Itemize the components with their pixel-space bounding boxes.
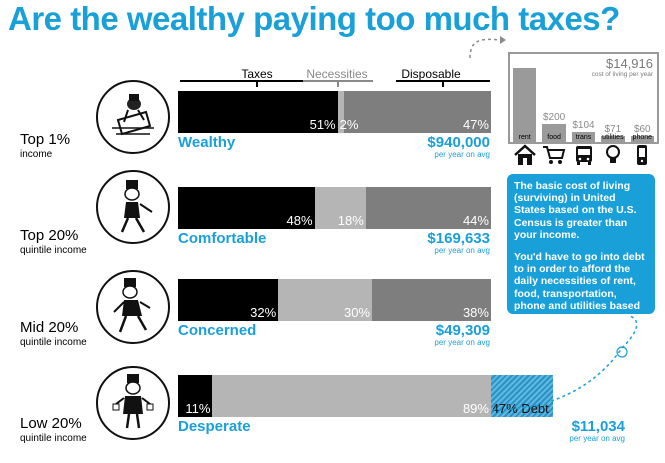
header-necessities: Necessities [306,67,368,81]
monopoly-man-empty-pockets-icon [112,374,154,429]
tier-sub: income [20,149,53,160]
pct-necessities: 30% [344,305,371,320]
tier-rank: Low 20% [20,415,82,432]
tier-name: Comfortable [178,230,267,247]
tier-rank: Top 20% [20,227,79,244]
cost-value-utilities: $71 [604,123,622,135]
bar-segment-necessities [212,375,491,417]
monopoly-man-worried-icon [113,278,151,333]
pct-taxes: 32% [250,305,277,320]
pct-disposable: 44% [462,213,489,228]
tier-income-note: per year on avg [569,434,625,443]
tier-income-note: per year on avg [434,150,490,159]
page-title: Are the wealthy paying too much taxes? [8,0,620,37]
pct-debt: 47% Debt [491,401,549,416]
stacked-bar [178,91,491,133]
bar-segment-taxes [178,279,279,321]
pct-disposable: 38% [462,305,489,320]
monopoly-man-walking-icon [120,180,153,233]
bus-icon [572,144,596,166]
cost-bar-food [542,123,566,142]
bar-segment-taxes [178,91,338,133]
tier-income-note: per year on avg [434,246,490,255]
bracket-tick-disposable [442,81,444,87]
bar-segment-disposable [372,279,491,321]
tier-income: $940,000 [427,134,490,151]
cost-bar-trans [571,132,596,142]
cost-bar-rent [513,68,537,142]
tier-name: Wealthy [178,134,236,151]
cost-label-food: food [547,134,561,141]
tier-sub: quintile income [20,337,87,348]
tier-sub: quintile income [20,245,87,256]
tier-4-illustration [96,366,170,440]
cost-value-food: $200 [542,111,566,123]
cost-bar-phone [630,136,654,142]
info-paragraph-1: The basic cost of living (surviving) in … [514,180,637,241]
monopoly-man-lounging-icon [112,94,154,136]
stacked-bar [178,187,491,229]
tier-name: Desperate [178,418,251,435]
tier-1-illustration [96,80,170,154]
bar-segment-disposable [365,187,491,229]
bar-segment-debt [491,375,553,417]
bracket-tick-taxes [256,81,258,87]
tier-sub: quintile income [20,433,87,444]
cost-value-phone: $60 [633,124,651,135]
bar-segment-taxes [178,187,315,229]
cost-total-note: cost of living per year [591,71,653,78]
header-disposable: Disposable [401,67,461,81]
cart-icon [542,144,566,166]
cost-label-phone: phone [632,134,653,141]
tier-rank: Mid 20% [20,319,79,336]
pct-necessities: 2% [339,117,359,132]
house-icon [513,144,537,166]
cost-label-rent: rent [518,134,531,141]
tier-2-illustration [96,170,170,244]
tier-3-illustration [96,270,170,344]
cost-value-rent: $808 [513,56,536,67]
pct-disposable: 47% [462,117,489,132]
cost-value-trans: $104 [572,120,595,132]
tier-income: $49,309 [435,322,490,339]
phone-icon [630,144,654,166]
bar-segment-necessities [337,91,344,133]
lightbulb-icon [601,144,625,166]
pct-necessities: 18% [337,213,364,228]
tier-rank: Top 1% [20,131,71,148]
pct-taxes: 48% [286,213,313,228]
cost-bar-utilities [601,135,625,142]
cost-of-living-chart: $808 rent $200 food $104 trans $71 utilities $60… [508,52,659,144]
info-paragraph-2: You'd have to go into debt to in order t… [514,251,645,325]
tier-income-note: per year on avg [434,338,490,347]
bracket-tick-necessities [337,81,339,87]
pct-taxes: 51% [309,117,336,132]
pct-taxes: 11% [185,401,211,416]
bar-segment-necessities [314,187,366,229]
cost-total: $14,916 [606,56,653,71]
cost-label-trans: trans [575,134,592,141]
pct-necessities: 89% [462,401,489,416]
tier-income: $11,034 [571,418,625,435]
bar-segment-taxes [178,375,213,417]
info-callout: The basic cost of living (surviving) in … [507,174,655,324]
stacked-bar [178,375,491,417]
tier-income: $169,633 [427,230,490,247]
tier-name: Concerned [178,322,257,339]
header-taxes: Taxes [241,67,273,81]
cost-label-utilities: utilities [602,134,624,141]
bar-segment-disposable [343,91,491,133]
bar-segment-necessities [278,279,373,321]
stacked-bar [178,279,491,321]
